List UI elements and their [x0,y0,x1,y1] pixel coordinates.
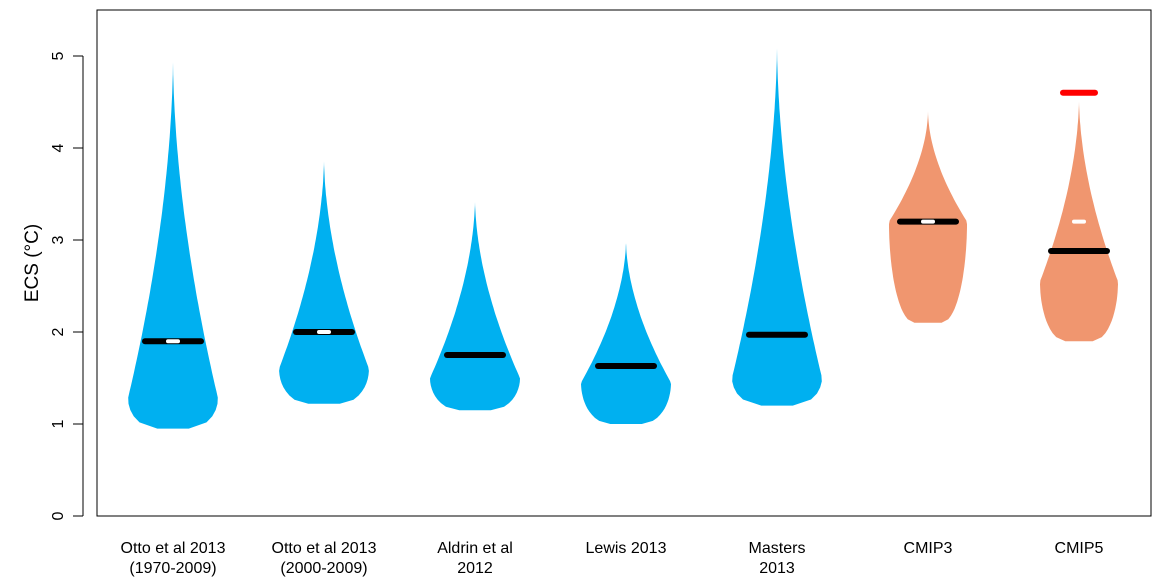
y-tick-label: 3 [50,235,67,244]
x-tick-label: Aldrin et al 2012 [437,540,513,577]
y-tick-label: 4 [50,143,67,152]
x-tick-label: CMIP3 [904,540,953,557]
violin-shape [128,56,218,429]
y-tick-label: 5 [50,51,67,60]
plot-frame [96,9,1152,517]
violin-shape [430,198,520,411]
x-tick-label: Masters 2013 [749,540,806,577]
violin-shape [279,157,369,404]
violin-shape [732,42,822,406]
y-tick-label: 0 [50,511,67,520]
y-tick-label: 1 [50,419,67,428]
violin-shape [581,240,671,424]
violins [128,42,1118,429]
y-tick-label: 2 [50,327,67,336]
y-axis: 0 1 2 3 4 5 [50,51,84,520]
violin-shape [889,111,967,323]
x-tick-label: Lewis 2013 [586,540,667,557]
violin-shape [1040,97,1118,342]
x-tick-label: CMIP5 [1055,540,1104,557]
y-axis-title: ECS (°C) [22,224,43,302]
x-axis-labels: Otto et al 2013 (1970-2009) Otto et al 201… [121,540,1104,577]
x-tick-label: Otto et al 2013 (2000-2009) [272,540,377,577]
x-tick-label: Otto et al 2013 (1970-2009) [121,540,226,577]
